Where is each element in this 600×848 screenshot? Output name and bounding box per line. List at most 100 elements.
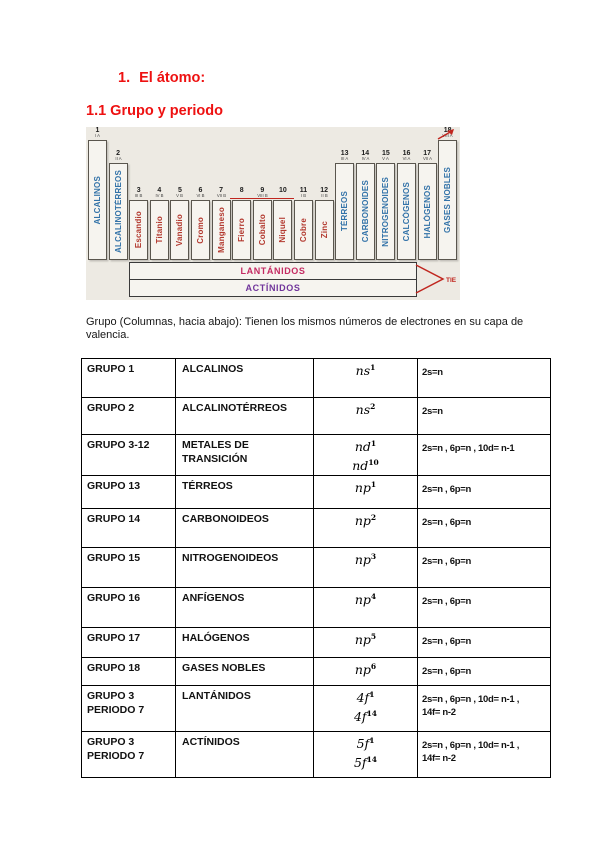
column-label: ALCALINOTÉRREOS: [113, 170, 123, 253]
orbital-formula: nd1: [354, 439, 377, 455]
orbital-formula: 4f14: [353, 709, 378, 725]
table-row: GRUPO 1 ALCALINOS ns1 2s=n: [81, 358, 551, 398]
viiib-span-line: [230, 198, 295, 199]
formula-cell: 5f1 5f14: [313, 731, 418, 779]
column-number: 18 VIII A: [442, 127, 453, 139]
doc-subheading-grupo-periodo: 1.1 Grupo y periodo: [86, 103, 223, 119]
orbital-formula: np4: [354, 592, 377, 608]
column-number: 15 V A: [381, 150, 390, 162]
column-bar: HALÓGENOS: [417, 163, 437, 260]
heading-list-number: 1.: [118, 70, 131, 86]
table-row: GRUPO 15 NITROGENOIDEOS np3 2s=n , 6p=n: [81, 547, 551, 589]
column-label: Vanadio: [175, 213, 185, 247]
figure-column-12: 12 II B Zinc: [314, 127, 334, 300]
column-label: GASES NOBLES: [443, 167, 453, 233]
nombre-cell: CARBONOIDEOS: [175, 508, 314, 549]
nombre-cell: ALCALINOS: [175, 358, 314, 398]
grupo-cell: GRUPO 3 PERIODO 7: [81, 731, 176, 779]
column-bar: Cobalto: [252, 200, 272, 260]
formula-cell: np4: [313, 587, 418, 629]
actinides-row: ACTÍNIDOS: [129, 280, 417, 297]
column-label: Niquel: [278, 217, 288, 243]
nombre-cell: TÉRREOS: [175, 475, 314, 510]
regla-cell: 2s=n: [417, 358, 551, 398]
grupo-cell: GRUPO 13: [81, 475, 176, 510]
column-bar: Manganeso: [211, 200, 231, 260]
table-row: GRUPO 3 PERIODO 7 LANTÁNIDOS 4f1 4f14 2s=n , …: [81, 685, 551, 733]
grupo-cell: GRUPO 18: [81, 657, 176, 687]
column-label: Zinc: [319, 221, 329, 239]
formula-cell: 4f1 4f14: [313, 685, 418, 733]
orbital-formula: np6: [354, 662, 377, 678]
column-label: CARBONOIDES: [360, 180, 370, 243]
lanthanides-row: LANTÁNIDOS: [129, 262, 417, 280]
nombre-cell: ANFÍGENOS: [175, 587, 314, 629]
column-label: Cromo: [196, 216, 205, 244]
column-bar: CALCÓGENOS: [397, 163, 416, 260]
orbital-formula: 5f14: [353, 755, 378, 771]
figure-column-17: 17 VII A HALÓGENOS: [417, 127, 437, 300]
nombre-cell: HALÓGENOS: [175, 627, 314, 659]
column-label: Titanio: [154, 216, 164, 244]
column-number: 4 IV B: [155, 187, 164, 199]
grupo-cell: GRUPO 1: [81, 358, 176, 398]
column-bar: Escandio: [129, 200, 149, 260]
orbital-formula: ns2: [355, 402, 376, 418]
column-number: 12 II B: [320, 187, 328, 199]
column-number: 13 III A: [340, 150, 349, 162]
orbital-formula: nd10: [352, 458, 379, 474]
orbital-formula: np5: [354, 632, 377, 648]
column-number: 2 II A: [115, 150, 122, 162]
column-label: NITROGENOIDES: [381, 176, 391, 247]
column-number: 9 VIII B: [257, 187, 268, 199]
grupo-cell: GRUPO 3-12: [81, 433, 176, 477]
orbital-formula: np1: [354, 480, 377, 496]
column-label: HALÓGENOS: [422, 184, 432, 239]
column-number: 6 VI B: [196, 187, 205, 199]
grupo-cell: GRUPO 17: [81, 627, 176, 659]
heading-text: El átomo:: [139, 70, 206, 86]
column-number: 7 VII B: [216, 187, 226, 199]
nombre-cell: NITROGENOIDEOS: [175, 547, 314, 589]
orbital-formula: 4f1: [356, 690, 375, 706]
column-bar: ALCALINOS: [88, 140, 107, 260]
column-label: Cobre: [299, 217, 308, 243]
column-number: 10: [278, 187, 287, 194]
regla-cell: 2s=n , 6p=n , 10d= n-1 , 14f= n-2: [417, 685, 551, 733]
column-number: 14 IV A: [361, 150, 370, 162]
regla-cell: 2s=n , 6p=n , 10d= n-1: [417, 433, 551, 477]
column-number: 3 III B: [134, 187, 143, 199]
column-bar: NITROGENOIDES: [376, 163, 396, 260]
figure-column-3: 3 III B Escandio: [129, 127, 149, 300]
orbital-formula: 5f1: [356, 736, 375, 752]
column-bar: Cromo: [191, 200, 210, 260]
formula-cell: np3: [313, 547, 418, 589]
groups-table-body: GRUPO 1 ALCALINOS ns1 2s=n GRUPO 2 ALCALINOTÉ…: [81, 358, 551, 779]
grupo-cell: GRUPO 3 PERIODO 7: [81, 685, 176, 733]
grupo-cell: GRUPO 2: [81, 397, 176, 435]
figure-column-11: 11 I B Cobre: [294, 127, 313, 300]
nombre-cell: ACTÍNIDOS: [175, 731, 314, 779]
formula-cell: np5: [313, 627, 418, 659]
column-number: 17 VII A: [422, 150, 432, 162]
formula-cell: np2: [313, 508, 418, 549]
column-bar: Fierro: [232, 200, 252, 260]
column-label: ALCALINOS: [93, 175, 102, 225]
table-row: GRUPO 3-12 METALES DE TRANSICIÓN nd1 nd10 2s=…: [81, 433, 551, 477]
formula-cell: ns2: [313, 397, 418, 435]
column-number: 11 I B: [299, 187, 308, 199]
column-label: Escandio: [134, 211, 144, 249]
regla-cell: 2s=n , 6p=n , 10d= n-1 , 14f= n-2: [417, 731, 551, 779]
grupo-cell: GRUPO 16: [81, 587, 176, 629]
regla-cell: 2s=n , 6p=n: [417, 547, 551, 589]
orbital-formula: ns1: [355, 363, 376, 379]
table-row: GRUPO 13 TÉRREOS np1 2s=n , 6p=n: [81, 475, 551, 510]
figure-column-16: 16 VI A CALCÓGENOS: [397, 127, 416, 300]
formula-cell: np6: [313, 657, 418, 687]
column-bar: Zinc: [314, 200, 334, 260]
column-bar: Titanio: [149, 200, 169, 260]
column-bar: TÉRREOS: [335, 163, 355, 260]
regla-cell: 2s=n , 6p=n: [417, 508, 551, 549]
